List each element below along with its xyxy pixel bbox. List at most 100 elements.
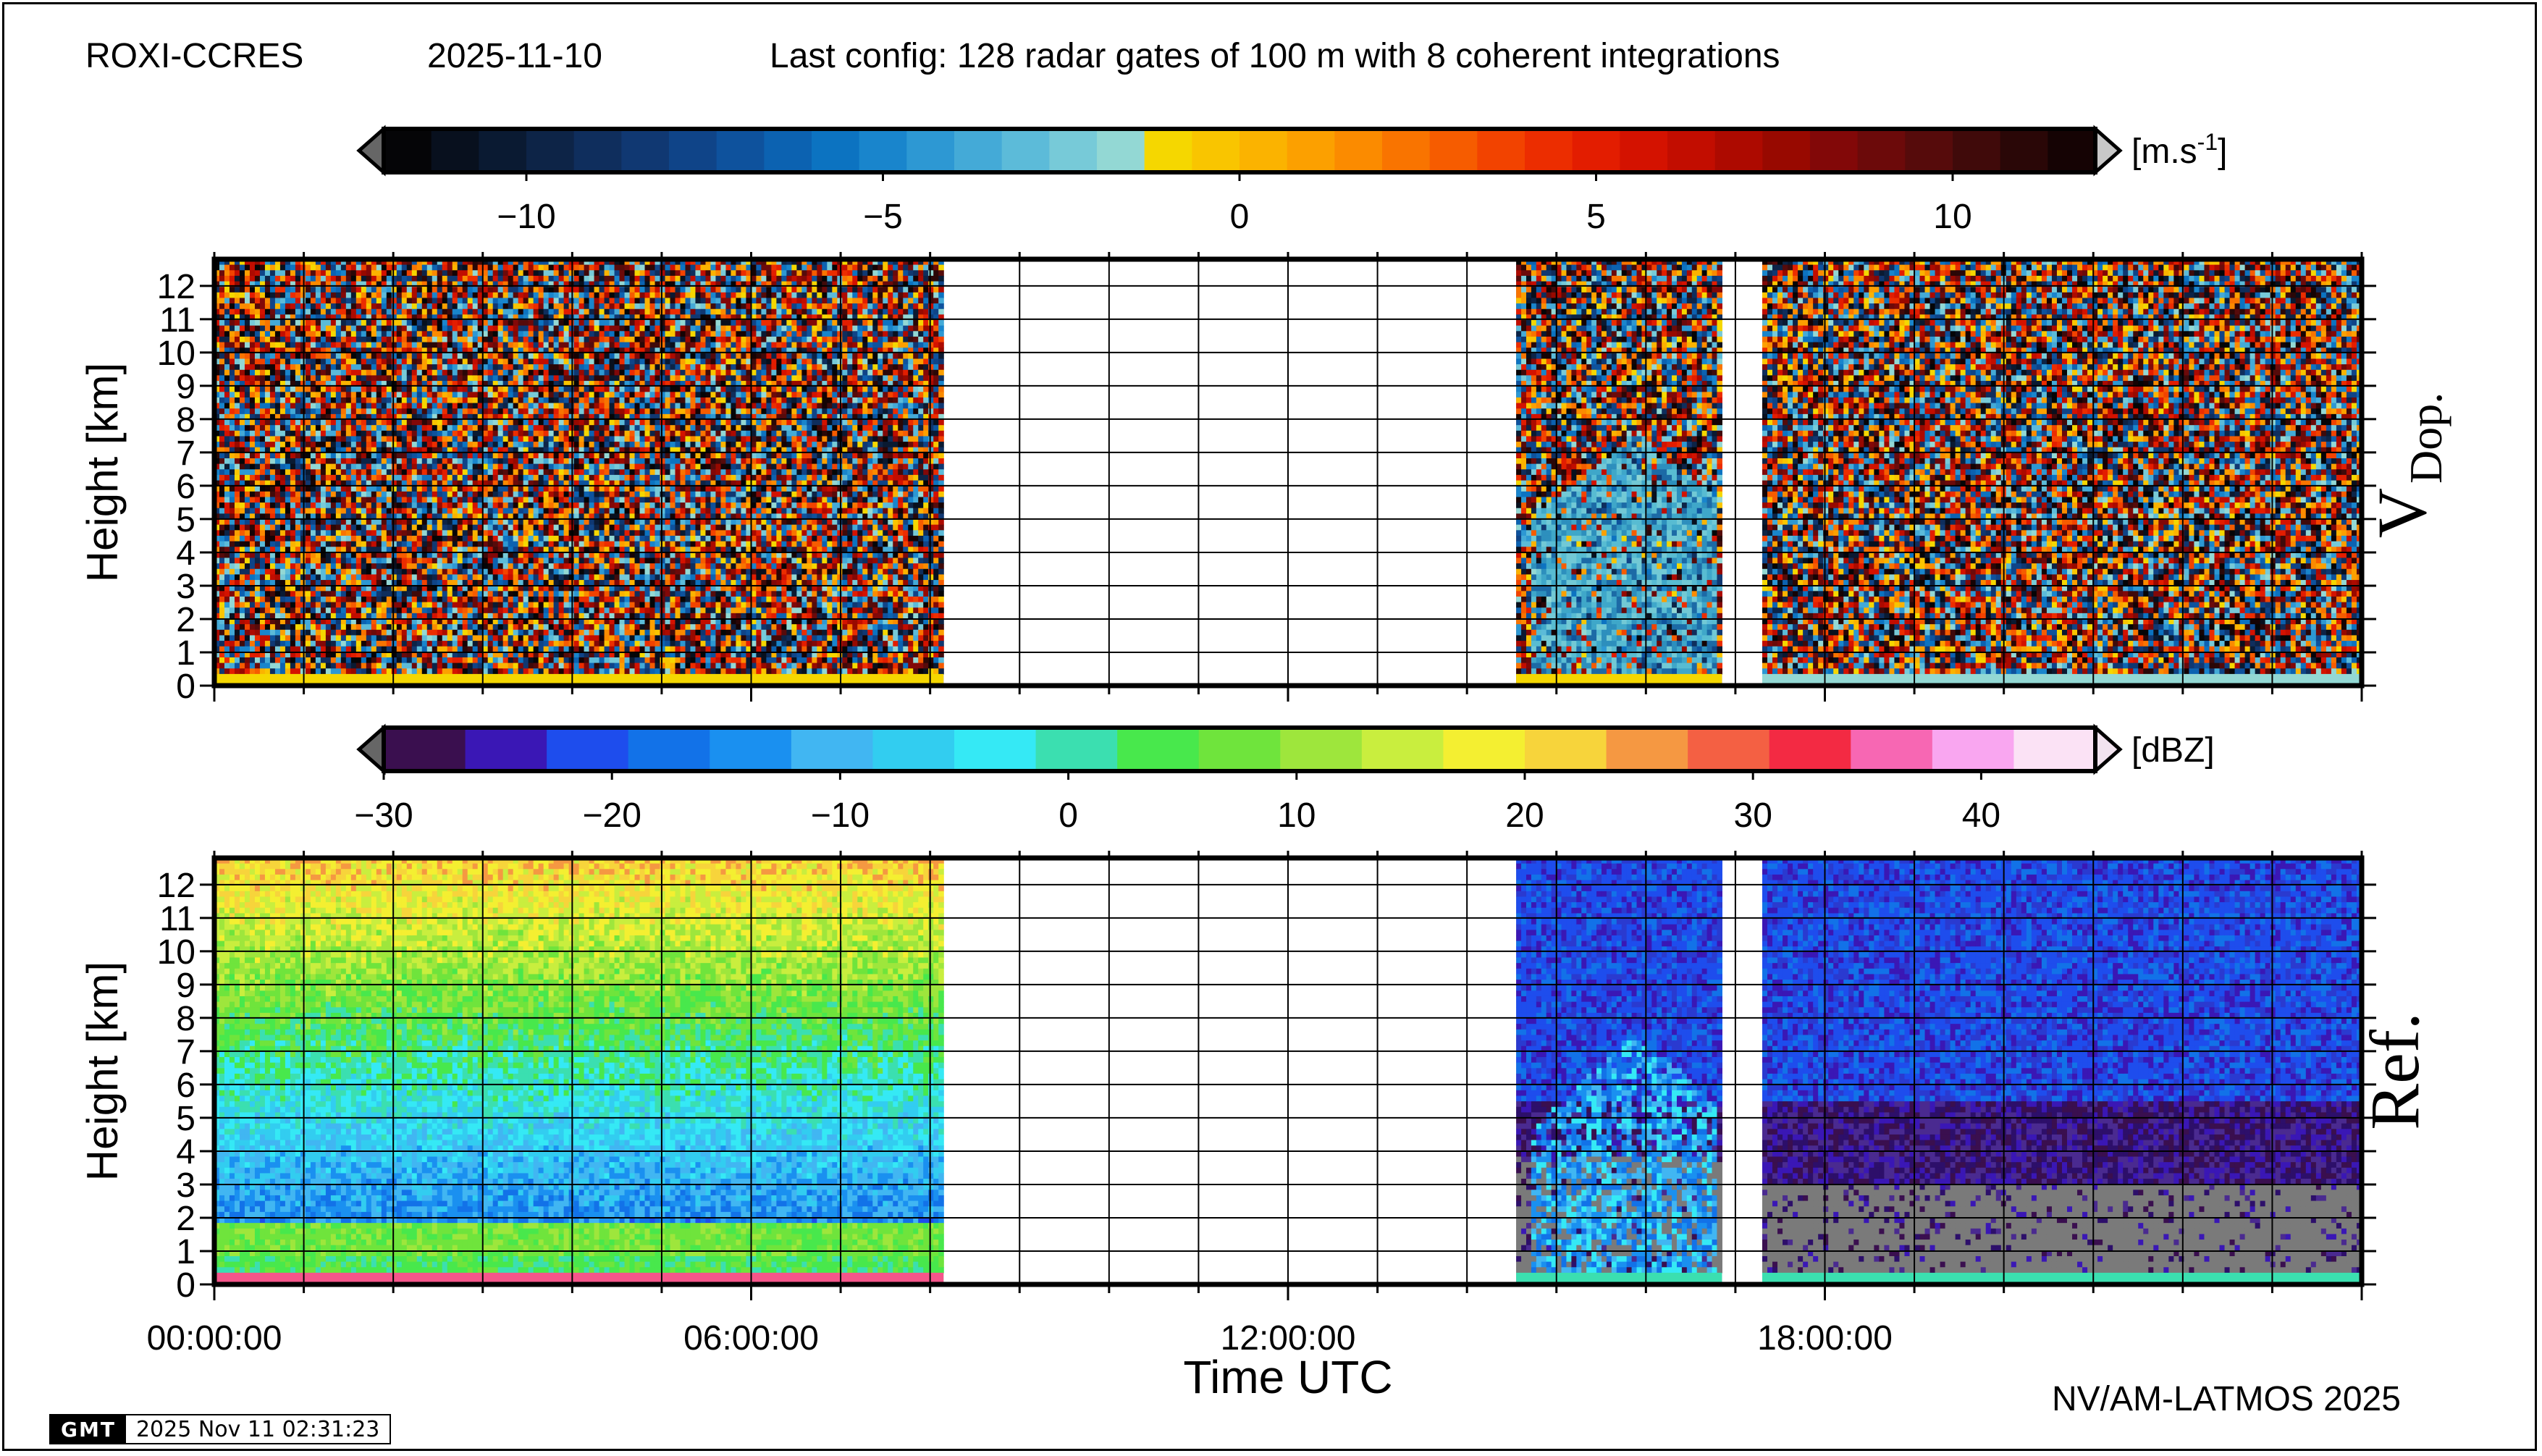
data-cell [350,364,357,371]
data-cell [325,419,332,426]
data-cell [396,281,403,287]
data-cell [219,607,225,614]
data-cell [477,430,484,437]
data-cell [523,342,529,348]
data-cell [371,386,377,392]
data-cell [472,519,479,526]
data-cell [421,447,428,453]
data-cell [467,591,474,597]
data-cell [355,629,362,636]
data-cell [335,491,342,498]
data-cell [442,541,448,547]
data-cell [366,353,372,360]
data-cell [381,458,387,465]
data-cell [239,580,245,586]
data-cell [391,292,397,299]
data-cell [421,486,428,492]
data-cell [421,292,428,299]
data-cell [320,308,327,315]
data-cell [315,386,321,392]
data-cell [401,591,408,597]
data-cell [487,469,494,476]
data-cell [285,585,291,592]
data-cell [254,419,261,426]
data-cell [396,364,403,371]
data-cell [361,314,367,321]
data-cell [310,502,316,509]
data-cell [442,364,448,371]
data-cell [279,585,286,592]
data-cell [508,430,514,437]
data-cell [310,596,316,603]
data-cell [533,281,539,287]
data-cell [523,524,529,531]
data-cell [325,292,332,299]
data-cell [254,453,261,459]
data-cell [518,287,524,293]
data-cell [219,524,225,531]
data-cell [513,442,519,448]
data-cell [279,320,286,327]
data-cell [477,375,484,382]
data-cell [310,259,316,266]
data-cell [543,425,550,432]
data-cell [254,403,261,409]
data-cell [285,447,291,453]
data-cell [254,325,261,332]
data-cell [285,613,291,620]
data-cell [391,657,397,664]
data-cell [421,519,428,526]
data-cell [457,519,463,526]
data-cell [467,635,474,641]
data-cell [264,662,271,669]
data-cell [264,369,271,376]
data-cell [462,574,468,581]
data-cell [244,524,251,531]
data-cell [264,287,271,293]
data-cell [315,497,321,503]
data-cell [279,568,286,575]
data-cell [492,353,499,360]
data-cell [497,547,504,553]
data-cell [259,403,266,409]
data-cell [396,613,403,620]
data-cell [229,308,235,315]
data-cell [335,419,342,426]
data-cell [462,314,468,321]
data-cell [467,662,474,669]
data-cell [508,386,514,392]
data-cell [487,474,494,481]
data-cell [386,519,392,526]
data-cell [254,259,261,266]
data-cell [396,308,403,315]
data-cell [290,408,296,415]
data-cell [285,607,291,614]
data-cell [310,314,316,321]
data-cell [290,530,296,536]
data-cell [386,353,392,360]
data-cell [381,325,387,332]
data-cell [492,474,499,481]
data-cell [401,353,408,360]
data-cell [259,308,266,315]
data-cell [487,425,494,432]
data-cell [249,530,256,536]
data-cell [411,292,418,299]
data-cell [421,541,428,547]
data-cell [259,397,266,404]
data-cell [279,298,286,304]
data-cell [508,331,514,337]
data-cell [396,358,403,365]
data-cell [376,618,382,625]
data-cell [381,392,387,398]
data-cell [421,547,428,553]
data-cell [538,662,544,669]
data-cell [482,381,489,387]
data-cell [492,442,499,448]
data-cell [279,292,286,299]
data-cell [239,668,245,675]
data-cell [416,292,423,299]
data-cell [528,292,534,299]
data-cell [295,519,301,526]
data-cell [381,568,387,575]
